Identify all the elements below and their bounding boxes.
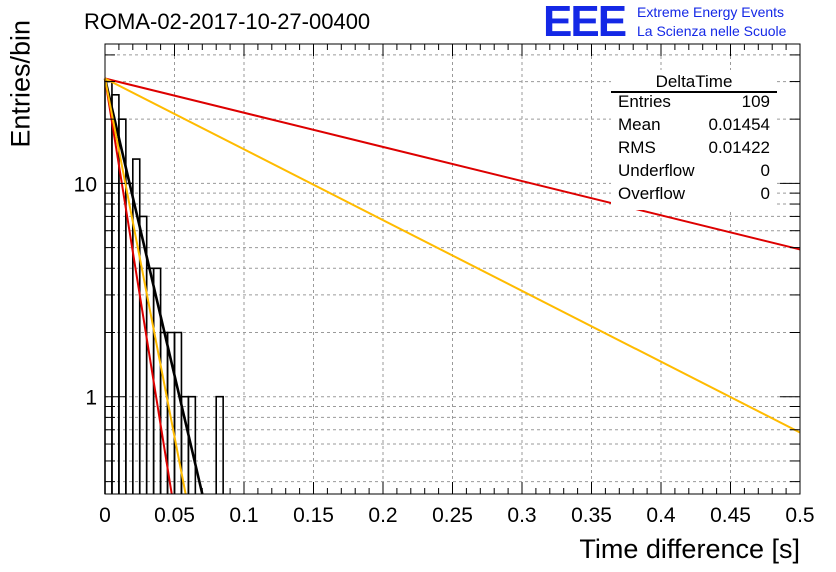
histogram-bin	[187, 395, 197, 494]
y-tick-label: 1	[85, 387, 97, 410]
fit-curve	[104, 78, 187, 495]
run-title: ROMA-02-2017-10-27-00400	[84, 9, 371, 34]
y-tick-label: 10	[74, 173, 97, 196]
stats-value: 0	[760, 184, 770, 203]
stats-row-underflow: Underflow 0	[618, 161, 770, 183]
x-tick-label: 0.2	[368, 504, 397, 527]
fit-curve	[103, 78, 204, 495]
stats-title: DeltaTime	[655, 72, 733, 91]
stats-label: Mean	[618, 115, 661, 134]
stats-value: 0	[760, 161, 770, 180]
fit-curve	[104, 77, 801, 251]
stats-row-overflow: Overflow 0	[618, 184, 770, 206]
x-tick-label: 0.5	[785, 504, 814, 527]
histogram-bin	[159, 331, 169, 494]
eee-tagline-2: La Scienza nelle Scuole	[637, 23, 787, 39]
stats-divider	[611, 91, 777, 93]
stats-row-rms: RMS 0.01422	[618, 138, 770, 160]
fit-curve	[104, 78, 173, 495]
x-tick-label: 0.4	[646, 504, 676, 527]
eee-tagline-1: Extreme Energy Events	[637, 4, 785, 20]
stats-box: DeltaTime Entries 109 Mean 0.01454 RMS 0…	[611, 70, 777, 210]
fit-curve	[104, 77, 801, 434]
x-tick-label: 0.25	[432, 504, 473, 527]
stats-label: Overflow	[618, 184, 686, 203]
stats-label: Underflow	[618, 161, 695, 180]
stats-row-mean: Mean 0.01454	[618, 115, 770, 137]
x-axis-label: Time difference [s]	[579, 534, 800, 564]
stats-value: 109	[741, 92, 770, 111]
y-axis-label: Entries/bin	[6, 20, 36, 148]
x-tick-label: 0.45	[710, 504, 751, 527]
x-tick-label: 0.15	[293, 504, 334, 527]
x-tick-labels: 0 0.05 0.1 0.15 0.2 0.25 0.3 0.35 0.4 0.45 0.5	[99, 504, 814, 527]
histogram-bin	[104, 80, 113, 494]
axis-ticks	[104, 44, 801, 494]
x-tick-label: 0.35	[571, 504, 612, 527]
y-tick-labels: 1 10	[74, 173, 97, 409]
x-tick-label: 0.05	[154, 504, 195, 527]
x-tick-label: 0.3	[507, 504, 536, 527]
x-tick-label: 0.1	[229, 504, 258, 527]
histogram-bars	[104, 80, 224, 494]
stats-label: RMS	[618, 138, 656, 157]
stats-value: 0.01454	[708, 115, 770, 134]
x-tick-label: 0	[99, 504, 111, 527]
histogram-bin	[215, 395, 224, 494]
eee-logo: EEE	[543, 0, 627, 46]
stats-value: 0.01422	[708, 138, 770, 157]
y-axis-label-box: Entries/bin	[6, 20, 36, 180]
stats-row-entries: Entries 109	[618, 92, 770, 114]
fit-curves	[103, 77, 801, 495]
stats-label: Entries	[618, 92, 671, 111]
